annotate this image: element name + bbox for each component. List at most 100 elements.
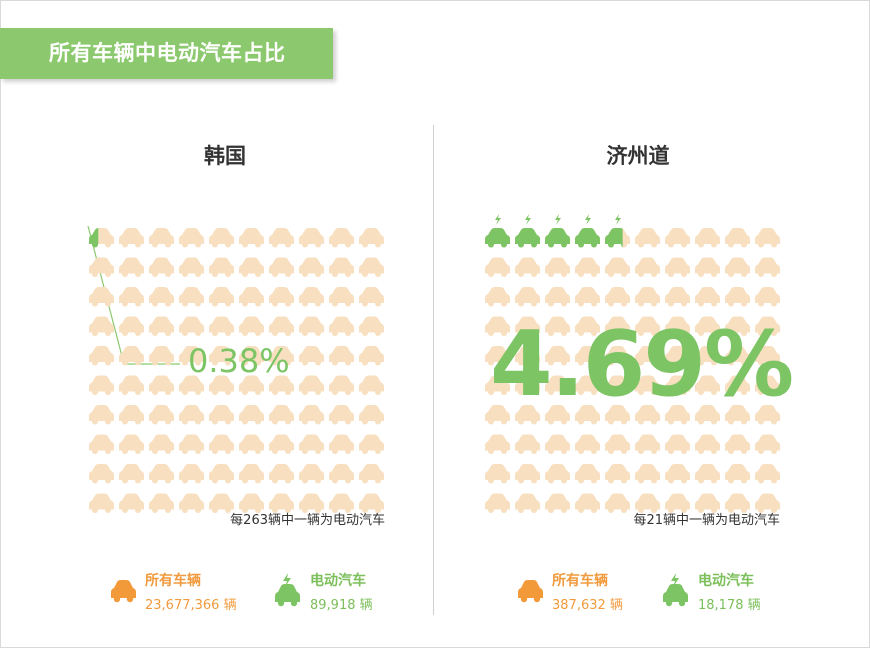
car-icon — [209, 375, 234, 395]
car-icon — [329, 493, 354, 513]
car-icon — [575, 405, 600, 425]
ev-car-shape — [89, 228, 99, 248]
car-icon — [755, 316, 780, 336]
car-icon — [545, 257, 570, 277]
car-icon — [209, 464, 234, 484]
car-icon — [209, 405, 234, 425]
car-icon — [209, 257, 234, 277]
car-icon — [179, 375, 204, 395]
korea-ev-value: 89,918 辆 — [310, 598, 373, 613]
car-icon — [209, 316, 234, 336]
car-icon — [695, 375, 720, 395]
car-icon — [299, 257, 324, 277]
car-icon — [665, 228, 690, 248]
ev-icon — [663, 573, 688, 607]
car-icon — [299, 287, 324, 307]
car-icon — [695, 493, 720, 513]
car-icon — [755, 228, 780, 248]
car-icon — [575, 434, 600, 454]
car-icon — [605, 405, 630, 425]
car-icon — [605, 493, 630, 513]
car-icon — [299, 228, 324, 248]
car-icon — [239, 316, 264, 336]
car-icon — [89, 493, 114, 513]
car-icon — [725, 228, 750, 248]
car-icon — [635, 464, 660, 484]
car-icon — [89, 316, 114, 336]
car-icon — [299, 375, 324, 395]
car-icon — [269, 405, 294, 425]
car-icon — [605, 434, 630, 454]
car-icon — [485, 434, 510, 454]
car-icon — [239, 346, 264, 366]
car-icon — [725, 493, 750, 513]
car-icon — [605, 287, 630, 307]
ev-car-shape — [485, 228, 510, 248]
car-icon — [605, 375, 630, 395]
ev-car-shape — [545, 228, 570, 248]
car-icon — [329, 316, 354, 336]
page-title: 所有车辆中电动汽车占比 — [0, 28, 333, 79]
car-icon — [665, 287, 690, 307]
car-icon — [179, 228, 204, 248]
lightning-icon — [585, 214, 591, 225]
car-icon — [725, 434, 750, 454]
car-icon — [119, 316, 144, 336]
total-vehicle-icon — [111, 580, 136, 603]
car-icon — [179, 257, 204, 277]
panel-divider — [433, 125, 434, 615]
car-icon — [149, 375, 174, 395]
car-icon — [299, 346, 324, 366]
car-icon — [665, 434, 690, 454]
car-icon — [515, 316, 540, 336]
car-icon — [239, 287, 264, 307]
car-icon — [605, 464, 630, 484]
car-icon — [359, 375, 384, 395]
car-icon — [209, 493, 234, 513]
car-icon — [725, 287, 750, 307]
car-icon — [485, 375, 510, 395]
car-icon — [89, 375, 114, 395]
car-icon — [329, 375, 354, 395]
car-icon — [665, 375, 690, 395]
car-icon — [119, 405, 144, 425]
car-icon — [695, 228, 720, 248]
car-icon — [239, 405, 264, 425]
car-icon — [725, 405, 750, 425]
car-icon — [545, 316, 570, 336]
car-icon — [89, 346, 114, 366]
car-icon — [545, 405, 570, 425]
car-icon — [695, 434, 720, 454]
car-icon — [545, 375, 570, 395]
car-icon — [545, 287, 570, 307]
car-icon — [329, 464, 354, 484]
car-icon — [695, 316, 720, 336]
car-icon — [485, 287, 510, 307]
car-icon — [635, 434, 660, 454]
car-icon — [515, 493, 540, 513]
car-icon — [119, 257, 144, 277]
car-icon — [515, 405, 540, 425]
car-icon — [119, 228, 144, 248]
car-icon — [695, 287, 720, 307]
car-icon — [635, 228, 660, 248]
total-vehicle-icon — [518, 580, 543, 603]
car-icon — [119, 375, 144, 395]
car-icon — [725, 375, 750, 395]
car-icon — [635, 493, 660, 513]
ev-car-shape — [575, 228, 600, 248]
car-icon — [89, 287, 114, 307]
car-icon — [575, 464, 600, 484]
car-icon — [179, 346, 204, 366]
car-icon — [209, 434, 234, 454]
car-icon — [635, 257, 660, 277]
korea-percentage: 0.38% — [188, 342, 290, 380]
ev-car-shape — [605, 228, 623, 248]
car-icon — [635, 316, 660, 336]
panel-title-korea: 韩国 — [204, 144, 246, 168]
car-icon — [359, 316, 384, 336]
car-icon — [485, 493, 510, 513]
car-icon — [149, 464, 174, 484]
korea-total-value: 23,677,366 辆 — [145, 598, 237, 613]
car-icon — [515, 375, 540, 395]
